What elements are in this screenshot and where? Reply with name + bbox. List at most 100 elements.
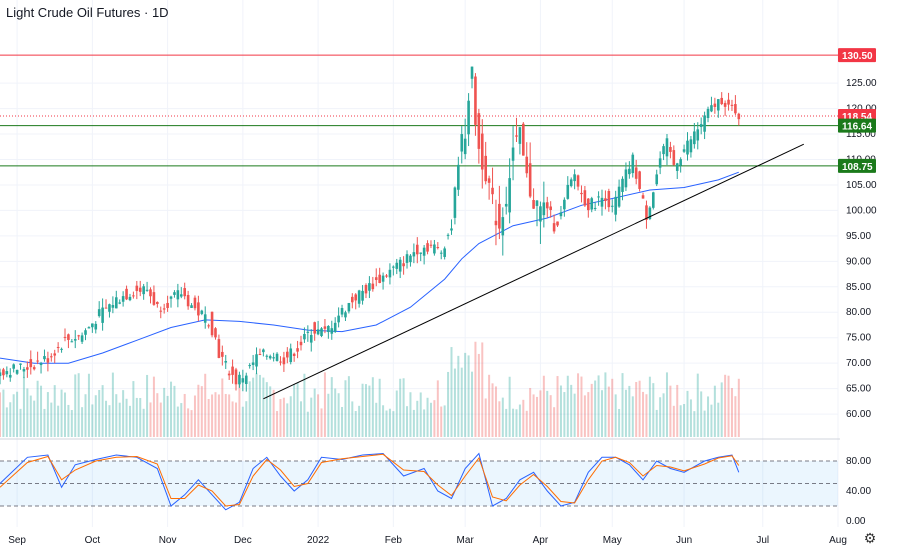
volume-bar — [618, 408, 621, 437]
candle-body — [138, 287, 142, 292]
candle-body — [621, 178, 624, 192]
candle — [614, 190, 617, 222]
volume-bar — [252, 377, 255, 437]
volume-bar — [67, 404, 70, 437]
candle-body — [132, 295, 135, 297]
candle-body — [125, 288, 128, 300]
price-axis[interactable]: 60.00 65.00 70.00 75.00 80.00 85.00 90.00 95.00… — [838, 0, 900, 550]
candle — [559, 206, 563, 220]
candle — [699, 117, 703, 135]
volume-bar — [665, 372, 668, 437]
candle — [289, 343, 293, 365]
candle — [176, 283, 180, 308]
volume-bar — [659, 397, 662, 437]
candle-body — [268, 356, 272, 359]
volume-bar — [412, 409, 415, 437]
candle-body — [641, 195, 645, 199]
price-tick-label: 115.00 — [846, 129, 876, 140]
candle-body — [539, 206, 542, 222]
candle — [395, 258, 399, 275]
candle-body — [566, 184, 570, 199]
candle — [460, 126, 464, 164]
price-tick-label: 100.00 — [846, 205, 877, 216]
volume-bar — [146, 374, 149, 437]
candle — [675, 162, 679, 180]
time-axis[interactable]: Sep Oct Nov Dec 2022 Feb Mar Apr May Jun Jul Aug — [8, 535, 847, 546]
volume-bar — [542, 375, 545, 437]
volume-bar — [464, 352, 467, 437]
candle — [36, 351, 39, 365]
candle-body — [607, 191, 611, 208]
volume-bar — [484, 398, 487, 437]
volume-bar — [22, 376, 25, 437]
candle-body — [101, 307, 104, 323]
volume-bar — [498, 401, 501, 437]
volume-bar — [539, 390, 542, 437]
volume-bar — [727, 375, 730, 437]
candle-body — [94, 323, 98, 330]
volume-bar — [57, 405, 60, 437]
candle — [710, 96, 713, 113]
volume-bar — [9, 402, 12, 437]
trendline[interactable] — [263, 143, 805, 400]
gear-icon[interactable]: ⚙ — [863, 530, 877, 546]
volume-bar — [443, 405, 446, 437]
candle-body — [176, 290, 180, 300]
volume-bar — [238, 382, 241, 437]
candle — [405, 250, 409, 269]
price-tick-label: 65.00 — [846, 384, 871, 395]
volume-bar — [50, 402, 53, 437]
candle — [631, 152, 635, 178]
candle-body — [67, 334, 70, 340]
candle-body — [152, 292, 156, 305]
candle-body — [470, 66, 474, 79]
candle-body — [443, 248, 446, 257]
volume-bar — [170, 381, 173, 437]
volume-bar — [624, 389, 627, 437]
candle — [734, 95, 737, 116]
volume-bar — [655, 409, 658, 437]
candle-body — [320, 328, 323, 337]
volume-bar — [426, 397, 429, 437]
volume-bar — [347, 376, 350, 437]
candle — [374, 268, 378, 287]
candle — [587, 198, 590, 218]
candle — [600, 189, 604, 216]
volume-bar — [183, 393, 186, 437]
candle — [518, 126, 522, 155]
candle — [169, 295, 173, 308]
volume-bars — [0, 341, 740, 437]
volume-bar — [26, 388, 29, 437]
volume-bar — [707, 396, 710, 437]
candle-body — [669, 146, 672, 152]
time-tick-label: Feb — [385, 535, 403, 546]
candle — [330, 320, 334, 340]
volume-bar — [600, 390, 603, 437]
volume-bar — [402, 378, 405, 437]
candle — [29, 350, 33, 375]
volume-bar — [36, 380, 39, 437]
candle-body — [135, 285, 139, 291]
candle — [238, 371, 241, 388]
candle-body — [634, 167, 638, 179]
candle — [484, 141, 487, 185]
volume-bar — [125, 398, 128, 437]
candle-body — [258, 354, 262, 356]
volume-bar — [149, 402, 152, 437]
volume-bar — [385, 410, 388, 437]
candle — [80, 332, 84, 344]
candle — [556, 221, 559, 227]
volume-bar — [63, 392, 66, 437]
candle-body — [279, 361, 282, 363]
candle-body — [364, 285, 368, 294]
candle-body — [337, 315, 340, 323]
volume-bar — [286, 403, 289, 437]
candle-body — [518, 127, 522, 144]
candle-body — [381, 275, 385, 282]
horizontal-levels[interactable] — [0, 54, 838, 167]
candle — [368, 276, 371, 299]
candle-body — [378, 274, 381, 284]
candle — [443, 246, 446, 260]
volume-bar — [269, 386, 272, 437]
